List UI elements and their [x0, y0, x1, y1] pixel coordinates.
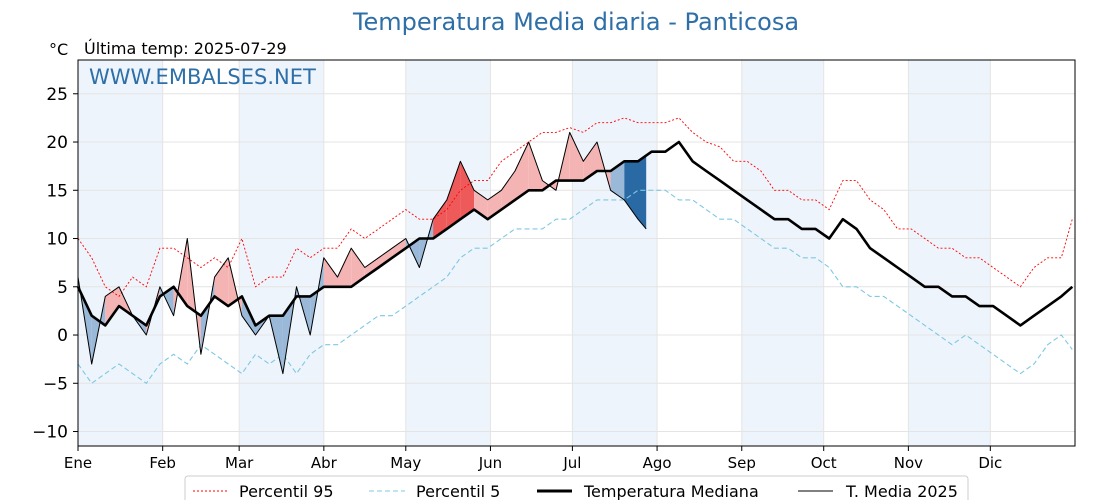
y-tick-label: 20 — [46, 133, 68, 153]
x-tick-label: Feb — [149, 454, 176, 472]
above-median-fill — [446, 161, 461, 229]
above-median-fill — [501, 171, 515, 210]
x-axis: Ene Feb Mar Abr May Jun Jul Ago Sep Oct Nov Dic — [64, 446, 1002, 472]
x-tick-label: May — [390, 454, 421, 472]
below-median-fill — [610, 161, 625, 200]
x-tick-label: Jul — [562, 454, 581, 472]
plot-frame — [77, 59, 1076, 447]
y-axis: −10 −5 0 5 10 15 20 25 — [32, 85, 78, 443]
current-year-line — [77, 131, 647, 375]
above-median-fill — [378, 248, 393, 268]
y-tick-label: 5 — [57, 278, 68, 298]
last-temp-label: Última temp: 2025-07-29 — [84, 39, 287, 58]
chart-title: Temperatura Media diaria - Panticosa — [352, 8, 800, 36]
month-band — [239, 60, 324, 446]
legend-p5-label: Percentil 5 — [416, 482, 500, 500]
x-tick-label: Dic — [978, 454, 1002, 472]
above-median-fill — [364, 257, 379, 278]
legend-box — [184, 475, 969, 500]
month-band — [908, 60, 991, 446]
above-median-fill — [583, 142, 597, 181]
median-line — [76, 140, 1074, 327]
above-median-fill — [460, 161, 475, 220]
legend-p95-label: Percentil 95 — [239, 482, 334, 500]
x-tick-label: Nov — [894, 454, 923, 472]
y-tick-label: 25 — [46, 85, 68, 105]
above-median-fill — [337, 248, 352, 287]
percentile-5-line — [77, 189, 1073, 385]
month-band — [741, 60, 824, 446]
x-tick-label: Sep — [728, 454, 756, 472]
above-median-fill — [214, 257, 229, 307]
x-tick-label: Oct — [811, 454, 837, 472]
watermark: WWW.EMBALSES.NET — [89, 65, 316, 89]
above-median-fill — [392, 238, 406, 258]
below-median-fill — [638, 155, 647, 229]
legend: Percentil 95 Percentil 5 Temperatura Med… — [184, 475, 969, 500]
above-median-fill — [323, 257, 338, 287]
legend-median-label: Temperatura Mediana — [583, 482, 759, 500]
series-lines — [76, 117, 1074, 385]
above-median-fill — [105, 286, 119, 326]
above-median-fill — [515, 142, 529, 200]
y-tick-label: 15 — [46, 181, 68, 201]
above-median-fill — [528, 142, 543, 191]
legend-current-label: T. Media 2025 — [845, 482, 958, 500]
month-bands — [78, 60, 991, 446]
x-tick-label: Mar — [225, 454, 254, 472]
above-median-fill — [351, 248, 365, 287]
x-tick-label: Abr — [311, 454, 338, 472]
x-tick-label: Jun — [478, 454, 502, 472]
month-band — [572, 60, 658, 446]
above-median-fill — [569, 132, 584, 181]
month-band — [78, 60, 163, 446]
x-tick-label: Ago — [643, 454, 672, 472]
above-median-fill — [433, 199, 447, 239]
y-tick-label: −10 — [32, 423, 68, 443]
y-tick-label: −5 — [43, 374, 68, 394]
x-tick-label: Ene — [64, 454, 92, 472]
y-tick-label: 0 — [57, 326, 68, 346]
y-tick-label: 10 — [46, 230, 68, 250]
below-median-fill — [624, 161, 638, 220]
unit-label: °C — [49, 40, 69, 59]
